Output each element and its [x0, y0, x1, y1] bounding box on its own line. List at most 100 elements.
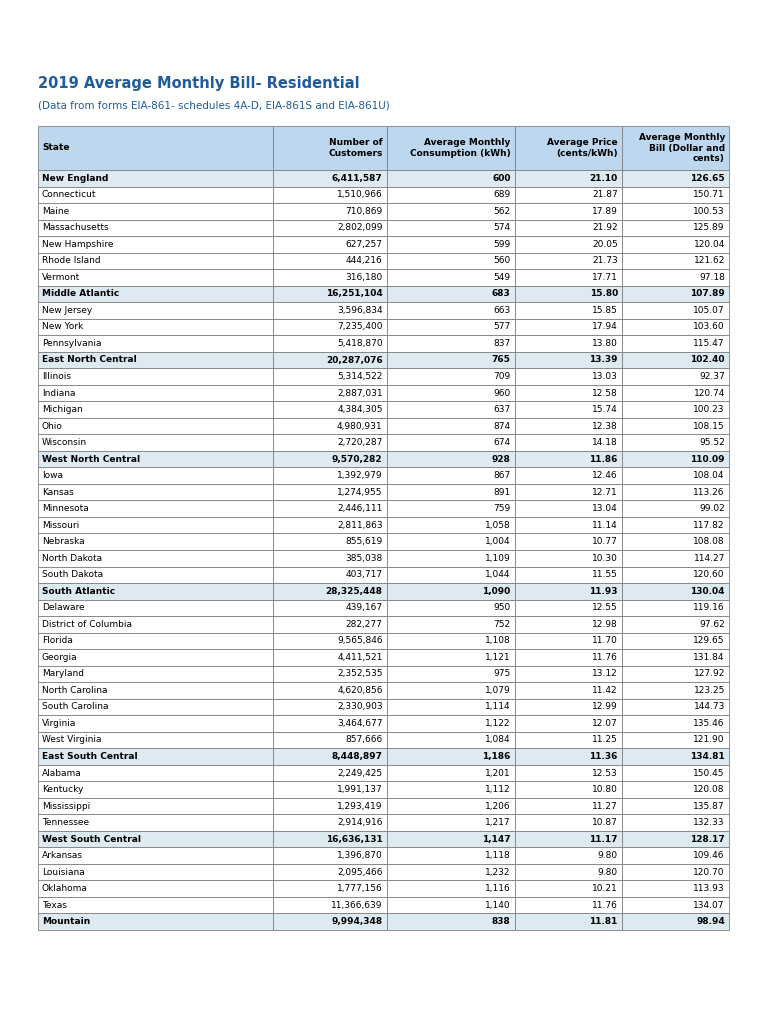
Text: Rhode Island: Rhode Island	[42, 256, 101, 265]
Text: Massachusetts: Massachusetts	[42, 223, 109, 232]
Bar	[38, 451, 273, 467]
Text: Average Price
(cents/kWh): Average Price (cents/kWh)	[547, 138, 618, 158]
Bar	[622, 583, 729, 600]
Bar	[514, 583, 622, 600]
Text: 11,366,639: 11,366,639	[331, 901, 383, 909]
Text: 1,274,955: 1,274,955	[337, 487, 383, 497]
Text: 600: 600	[492, 174, 511, 182]
Text: 1,079: 1,079	[485, 686, 511, 695]
Text: 1,140: 1,140	[485, 901, 511, 909]
Bar	[622, 749, 729, 765]
Text: 765: 765	[492, 355, 511, 365]
Text: 92.37: 92.37	[699, 372, 725, 381]
Bar	[273, 351, 387, 369]
Text: 113.93: 113.93	[693, 884, 725, 893]
Text: 1,116: 1,116	[485, 884, 511, 893]
Text: 9,565,846: 9,565,846	[337, 636, 383, 645]
Bar	[387, 286, 514, 302]
Bar	[622, 550, 729, 566]
Text: 1,109: 1,109	[485, 554, 511, 563]
Text: 1,118: 1,118	[485, 851, 511, 860]
Text: 2,352,535: 2,352,535	[337, 670, 383, 679]
Text: 17.71: 17.71	[592, 272, 618, 282]
Text: 127.92: 127.92	[694, 670, 725, 679]
Bar	[514, 566, 622, 583]
Text: New Hampshire: New Hampshire	[42, 240, 113, 249]
Bar	[514, 126, 622, 170]
Bar	[273, 583, 387, 600]
Text: 108.15: 108.15	[693, 422, 725, 430]
Bar	[387, 501, 514, 517]
Text: Mountain: Mountain	[42, 918, 90, 927]
Bar	[514, 830, 622, 848]
Bar	[514, 798, 622, 814]
Bar	[622, 781, 729, 798]
Text: 121.62: 121.62	[694, 256, 725, 265]
Bar	[38, 830, 273, 848]
Bar	[273, 318, 387, 335]
Bar	[38, 484, 273, 501]
Text: 121.90: 121.90	[694, 735, 725, 744]
Text: Iowa: Iowa	[42, 471, 63, 480]
Text: 11.76: 11.76	[592, 653, 618, 662]
Text: North Dakota: North Dakota	[42, 554, 102, 563]
Text: Ohio: Ohio	[42, 422, 63, 430]
Text: 11.14: 11.14	[592, 521, 618, 529]
Text: 1,991,137: 1,991,137	[336, 785, 383, 794]
Text: Missouri: Missouri	[42, 521, 79, 529]
Text: 1,232: 1,232	[485, 867, 511, 877]
Bar	[273, 566, 387, 583]
Bar	[273, 600, 387, 616]
Bar	[273, 467, 387, 484]
Bar	[273, 186, 387, 203]
Bar	[514, 666, 622, 682]
Bar	[273, 418, 387, 434]
Text: 1,114: 1,114	[485, 702, 511, 712]
Text: North Carolina: North Carolina	[42, 686, 108, 695]
Bar	[38, 385, 273, 401]
Text: 316,180: 316,180	[346, 272, 383, 282]
Text: South Atlantic: South Atlantic	[42, 587, 116, 596]
Bar	[387, 765, 514, 781]
Bar	[38, 302, 273, 318]
Text: 874: 874	[494, 422, 511, 430]
Bar	[38, 418, 273, 434]
Text: 11.93: 11.93	[589, 587, 618, 596]
Text: 3,596,834: 3,596,834	[337, 306, 383, 315]
Bar	[38, 566, 273, 583]
Text: 1,044: 1,044	[485, 570, 511, 580]
Text: 14.18: 14.18	[592, 438, 618, 447]
Bar	[622, 286, 729, 302]
Bar	[387, 451, 514, 467]
Text: 28,325,448: 28,325,448	[326, 587, 383, 596]
Bar	[38, 269, 273, 286]
Bar	[38, 318, 273, 335]
Text: 663: 663	[494, 306, 511, 315]
Bar	[273, 170, 387, 186]
Bar	[387, 335, 514, 351]
Text: 444,216: 444,216	[346, 256, 383, 265]
Text: Average Monthly
Consumption (kWh): Average Monthly Consumption (kWh)	[410, 138, 511, 158]
Text: 12.07: 12.07	[592, 719, 618, 728]
Bar	[38, 434, 273, 451]
Text: 2,811,863: 2,811,863	[337, 521, 383, 529]
Text: Middle Atlantic: Middle Atlantic	[42, 290, 119, 298]
Bar	[514, 237, 622, 253]
Bar	[514, 351, 622, 369]
Bar	[514, 698, 622, 715]
Bar	[38, 286, 273, 302]
Text: 20.05: 20.05	[592, 240, 618, 249]
Text: 8,448,897: 8,448,897	[332, 752, 383, 761]
Bar	[273, 749, 387, 765]
Bar	[622, 765, 729, 781]
Text: 837: 837	[494, 339, 511, 348]
Text: 857,666: 857,666	[346, 735, 383, 744]
Bar	[622, 698, 729, 715]
Text: 108.08: 108.08	[693, 538, 725, 546]
Text: 135.87: 135.87	[693, 802, 725, 811]
Bar	[273, 897, 387, 913]
Bar	[38, 814, 273, 830]
Bar	[622, 484, 729, 501]
Text: 7,235,400: 7,235,400	[337, 323, 383, 332]
Bar	[622, 467, 729, 484]
